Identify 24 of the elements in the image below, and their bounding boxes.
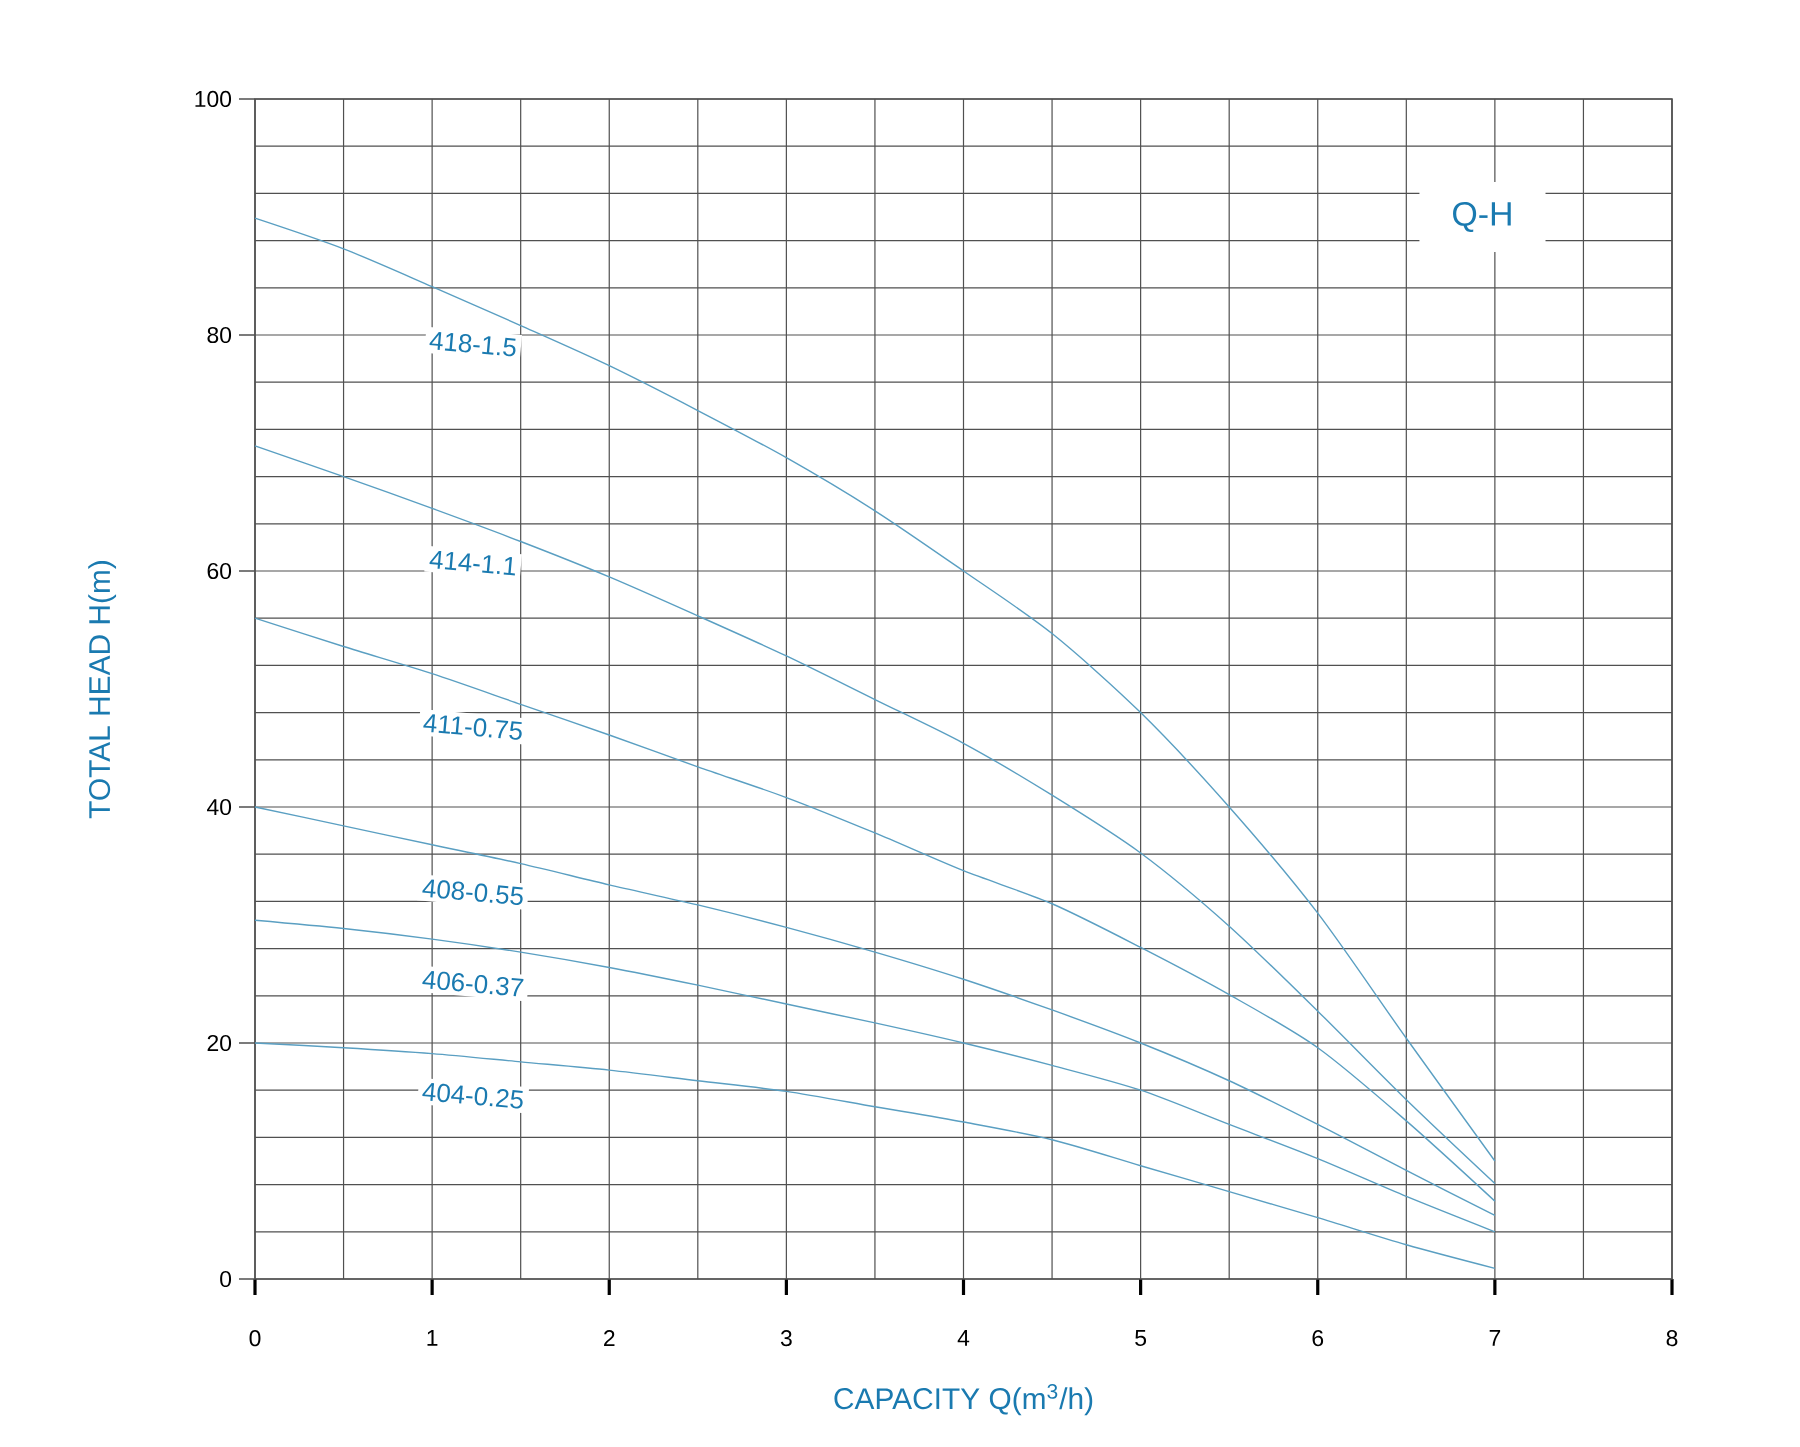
x-tick-label: 1 [427, 1330, 438, 1346]
series-label: 404-0.25 [422, 1083, 523, 1109]
series-label: 411-0.75 [423, 714, 522, 740]
x-tick-label: 0 [249, 1330, 261, 1347]
series-label: 418-1.5 [429, 331, 516, 357]
y-tick-label: 80 [207, 326, 232, 344]
x-tick-label: 4 [957, 1330, 970, 1346]
series-label: 414-1.1 [429, 550, 515, 576]
x-tick-label: 6 [1312, 1330, 1324, 1347]
y-tick-label: 40 [207, 798, 232, 816]
y-tick-label: 100 [195, 90, 232, 108]
y-tick-label: 60 [207, 562, 232, 580]
x-tick-label: 3 [780, 1330, 792, 1347]
series-label: 408-0.55 [422, 879, 523, 906]
y-axis-title: TOTAL HEAD H(m) [88, 561, 117, 819]
x-tick-label: 2 [604, 1330, 615, 1347]
text: Q-H [1453, 201, 1511, 233]
x-tick-label: 7 [1489, 1330, 1501, 1346]
y-tick-label: 20 [207, 1034, 232, 1052]
x-axis-title: CAPACITY Q(m$^{3}$/h) [834, 1383, 1093, 1416]
x-tick-label: 5 [1135, 1330, 1147, 1347]
y-tick-label: 0 [220, 1270, 232, 1288]
series-label: 406-0.37 [422, 970, 524, 997]
x-tick-label: 8 [1666, 1330, 1678, 1347]
